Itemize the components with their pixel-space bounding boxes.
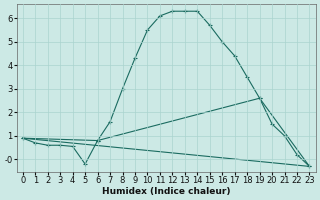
X-axis label: Humidex (Indice chaleur): Humidex (Indice chaleur) bbox=[102, 187, 230, 196]
